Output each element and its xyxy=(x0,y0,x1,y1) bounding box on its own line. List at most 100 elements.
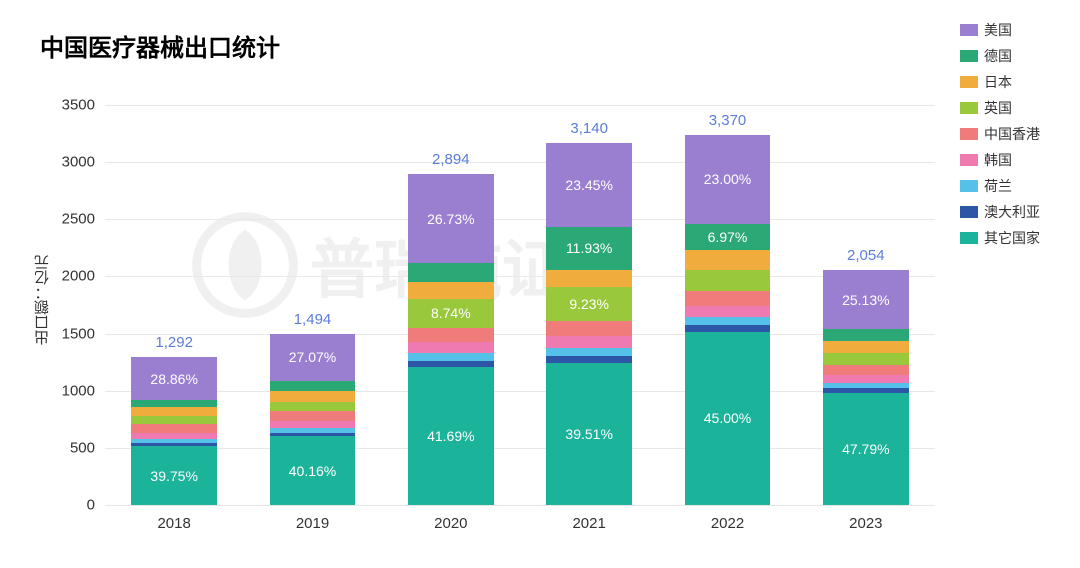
segment-label: 23.00% xyxy=(704,171,751,187)
bar-segment-netherlands xyxy=(823,383,909,388)
x-tick-label: 2022 xyxy=(711,515,744,532)
bar-segment-usa: 25.13% xyxy=(823,270,909,329)
bar-segment-korea xyxy=(131,433,217,440)
bar-segment-usa: 27.07% xyxy=(270,334,356,380)
legend-item-usa: 美国 xyxy=(960,20,1040,40)
segment-label: 8.74% xyxy=(431,305,471,321)
segment-label: 25.13% xyxy=(842,292,889,308)
legend-swatch xyxy=(960,154,978,166)
bar-total-label: 1,292 xyxy=(155,334,193,351)
y-tick-label: 3500 xyxy=(62,97,95,114)
bar-segment-korea xyxy=(685,306,771,318)
bar-segment-usa: 28.86% xyxy=(131,357,217,400)
legend-item-australia: 澳大利亚 xyxy=(960,202,1040,222)
y-tick-label: 3000 xyxy=(62,154,95,171)
bar-segment-korea xyxy=(546,336,632,349)
bar-segment-korea xyxy=(408,342,494,354)
segment-label: 9.23% xyxy=(569,296,609,312)
gridline xyxy=(105,105,935,106)
bar-group: 39.75%28.86%1,292 xyxy=(131,357,217,505)
y-tick-label: 1500 xyxy=(62,325,95,342)
bar-total-label: 2,894 xyxy=(432,151,470,168)
bar-segment-germany: 6.97% xyxy=(685,224,771,251)
bar-segment-netherlands xyxy=(270,428,356,432)
chart-title: 中国医疗器械出口统计 xyxy=(40,28,280,63)
bar-segment-uk xyxy=(131,416,217,424)
bar-segment-usa: 23.45% xyxy=(546,143,632,227)
bar-segment-netherlands xyxy=(131,439,217,443)
bar-segment-hongkong xyxy=(546,321,632,336)
bar-total-label: 3,370 xyxy=(709,112,747,129)
gridline xyxy=(105,219,935,220)
legend-swatch xyxy=(960,232,978,244)
y-tick-label: 1000 xyxy=(62,382,95,399)
bar-segment-other: 45.00% xyxy=(685,332,771,505)
chart-root: 普瑞纯证 中国医疗器械出口统计 出口额：亿元 05001000150020002… xyxy=(0,0,1080,568)
legend-swatch xyxy=(960,206,978,218)
segment-label: 39.51% xyxy=(565,426,612,442)
bar-segment-japan xyxy=(131,407,217,417)
legend-swatch xyxy=(960,50,978,62)
segment-label: 28.86% xyxy=(150,371,197,387)
bar-segment-australia xyxy=(685,325,771,332)
bar-segment-germany xyxy=(408,263,494,283)
bar-segment-japan xyxy=(546,270,632,288)
gridline xyxy=(105,276,935,277)
legend-item-japan: 日本 xyxy=(960,72,1040,92)
bar-group: 40.16%27.07%1,494 xyxy=(270,334,356,505)
bar-segment-australia xyxy=(546,356,632,363)
plot-area: 0500100015002000250030003500201839.75%28… xyxy=(105,105,935,505)
bar-segment-australia xyxy=(131,443,217,446)
x-tick-label: 2023 xyxy=(849,515,882,532)
bar-segment-australia xyxy=(270,433,356,437)
bar-segment-usa: 26.73% xyxy=(408,174,494,262)
gridline xyxy=(105,334,935,335)
x-tick-label: 2018 xyxy=(157,515,190,532)
y-axis-title: 出口额：亿元 xyxy=(32,255,53,345)
segment-label: 11.93% xyxy=(566,240,612,256)
bar-segment-japan xyxy=(408,282,494,299)
legend-label: 荷兰 xyxy=(984,176,1012,196)
bar-segment-other: 40.16% xyxy=(270,436,356,505)
bar-segment-netherlands xyxy=(408,353,494,360)
legend-item-netherlands: 荷兰 xyxy=(960,176,1040,196)
legend-item-uk: 英国 xyxy=(960,98,1040,118)
bar-segment-hongkong xyxy=(408,328,494,342)
legend-label: 日本 xyxy=(984,72,1012,92)
segment-label: 26.73% xyxy=(427,211,474,227)
bar-segment-hongkong xyxy=(131,424,217,432)
legend-item-other: 其它国家 xyxy=(960,228,1040,248)
segment-label: 47.79% xyxy=(842,441,889,457)
bar-segment-uk xyxy=(685,270,771,291)
bar-group: 47.79%25.13%2,054 xyxy=(823,270,909,505)
bar-segment-netherlands xyxy=(546,348,632,356)
x-tick-label: 2019 xyxy=(296,515,329,532)
bar-segment-germany xyxy=(823,329,909,341)
legend-swatch xyxy=(960,24,978,36)
bar-segment-korea xyxy=(823,375,909,383)
segment-label: 39.75% xyxy=(150,468,197,484)
bar-total-label: 2,054 xyxy=(847,247,885,264)
legend-swatch xyxy=(960,180,978,192)
segment-label: 27.07% xyxy=(289,349,336,365)
legend-item-germany: 德国 xyxy=(960,46,1040,66)
gridline xyxy=(105,505,935,506)
legend-item-hongkong: 中国香港 xyxy=(960,124,1040,144)
legend-label: 中国香港 xyxy=(984,124,1040,144)
bar-segment-hongkong xyxy=(270,411,356,420)
bar-segment-hongkong xyxy=(823,365,909,375)
bar-segment-other: 39.75% xyxy=(131,446,217,505)
bar-segment-uk xyxy=(823,353,909,365)
bar-segment-australia xyxy=(408,361,494,368)
bar-segment-japan xyxy=(823,341,909,353)
bar-segment-germany xyxy=(270,381,356,391)
legend-label: 德国 xyxy=(984,46,1012,66)
segment-label: 40.16% xyxy=(289,463,336,479)
legend-swatch xyxy=(960,102,978,114)
legend-item-korea: 韩国 xyxy=(960,150,1040,170)
bar-segment-uk: 9.23% xyxy=(546,287,632,320)
segment-label: 6.97% xyxy=(708,229,748,245)
x-tick-label: 2020 xyxy=(434,515,467,532)
segment-label: 45.00% xyxy=(704,410,751,426)
bar-segment-usa: 23.00% xyxy=(685,135,771,224)
